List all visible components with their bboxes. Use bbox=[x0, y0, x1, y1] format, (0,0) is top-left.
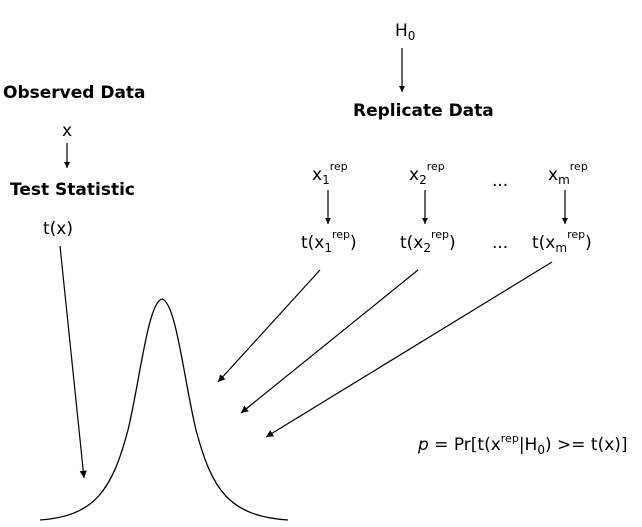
x1-base: x bbox=[312, 165, 322, 185]
p-value-formula: p = Pr[t(xrep|H0) >= t(x)] bbox=[417, 432, 628, 457]
formula-sub: 0 bbox=[537, 443, 545, 457]
formula-mid: |H bbox=[519, 435, 538, 455]
replicate-ellipsis-top: ... bbox=[492, 171, 508, 191]
replicate-xm: xmrep bbox=[548, 160, 588, 187]
stat2-arrow bbox=[240, 269, 419, 414]
formula-tail: ) >= t(x)] bbox=[545, 435, 628, 455]
statm-sub: m bbox=[555, 241, 567, 255]
xm-base: x bbox=[548, 165, 558, 185]
stat2-sup: rep bbox=[431, 228, 449, 241]
statm-open: t(x bbox=[532, 233, 555, 253]
xm-sup: rep bbox=[570, 160, 588, 173]
replicate-stat-2: t(x2rep) bbox=[400, 228, 456, 255]
stat2-open: t(x bbox=[400, 233, 423, 253]
replicate-ellipsis-bottom: ... bbox=[492, 233, 508, 253]
stat1-close: ) bbox=[350, 233, 357, 253]
x2-sup: rep bbox=[427, 160, 445, 173]
stat1-sup: rep bbox=[332, 228, 350, 241]
formula-sup: rep bbox=[501, 432, 519, 445]
replicate-stat-m: t(xmrep) bbox=[532, 228, 592, 255]
h0-base: H bbox=[395, 21, 408, 41]
stat1-sub: 1 bbox=[324, 241, 332, 255]
null-distribution-curve bbox=[39, 298, 289, 521]
replicate-heading: Replicate Data bbox=[353, 101, 494, 121]
stat1-arrow bbox=[217, 269, 321, 383]
x2-sub: 2 bbox=[419, 173, 427, 187]
formula-p: p bbox=[417, 435, 429, 455]
statm-sup: rep bbox=[567, 228, 585, 241]
formula-eq: = Pr[t(x bbox=[429, 435, 501, 455]
statm-close: ) bbox=[585, 233, 592, 253]
h0-sub: 0 bbox=[408, 29, 416, 43]
statm-arrow bbox=[265, 261, 553, 438]
replicate-x2: x2rep bbox=[409, 160, 445, 187]
observed-heading: Observed Data bbox=[3, 83, 146, 103]
stat2-sub: 2 bbox=[423, 241, 431, 255]
observed-statistic: t(x) bbox=[43, 219, 73, 239]
test-statistic-heading: Test Statistic bbox=[10, 180, 135, 200]
observed-stat-arrow bbox=[59, 245, 87, 479]
replicate-x1: x1rep bbox=[312, 160, 348, 187]
stat2-close: ) bbox=[449, 233, 456, 253]
observed-variable: x bbox=[62, 121, 72, 141]
null-hypothesis-label: H0 bbox=[395, 21, 415, 43]
x1-sub: 1 bbox=[322, 173, 330, 187]
replicate-stat-1: t(x1rep) bbox=[301, 228, 357, 255]
stat1-open: t(x bbox=[301, 233, 324, 253]
x1-sup: rep bbox=[330, 160, 348, 173]
x2-base: x bbox=[409, 165, 419, 185]
xm-sub: m bbox=[558, 173, 570, 187]
